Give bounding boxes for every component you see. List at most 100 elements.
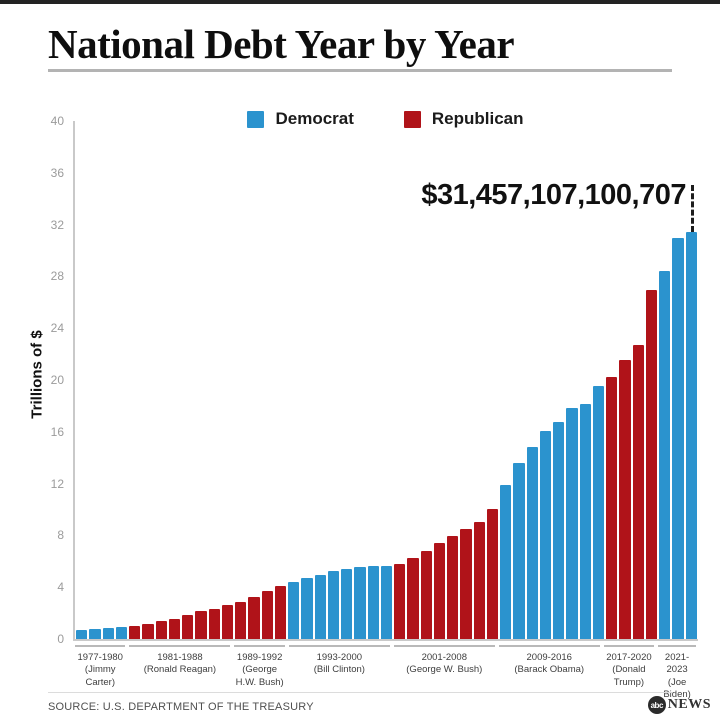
republican-swatch — [403, 110, 421, 128]
bar-1999 — [367, 565, 379, 639]
y-tick-12: 12 — [50, 476, 64, 491]
x-group-president: (George H.W. Bush) — [235, 664, 284, 688]
y-tick-24: 24 — [50, 321, 64, 336]
y-tick-8: 8 — [57, 528, 64, 543]
bar-2011 — [526, 447, 538, 639]
bar-1989 — [235, 601, 247, 639]
bar-2007 — [473, 522, 485, 639]
x-group-president: (Joe Biden) — [663, 676, 691, 701]
x-group-president: (Ronald Reagan) — [143, 664, 217, 676]
x-group-1977-1980: 1977-1980 (Jimmy Carter) — [75, 645, 126, 701]
top-border — [0, 0, 720, 4]
bar-2015 — [579, 403, 591, 639]
democrat-swatch — [247, 110, 265, 128]
x-group-years: 2017-2020 — [606, 652, 652, 663]
source-text: SOURCE: U.S. DEPARTMENT OF THE TREASURY — [48, 701, 314, 713]
x-group-2001-2008: 2001-2008 (George W. Bush) — [393, 645, 495, 701]
bar-1996 — [327, 571, 339, 639]
bar-2005 — [447, 536, 459, 639]
legend-label-republican: Republican — [431, 109, 524, 128]
x-group-president: (Barack Obama) — [514, 664, 585, 676]
bar-1997 — [341, 568, 353, 639]
bar-1978 — [89, 629, 101, 639]
bar-2017 — [606, 376, 618, 639]
bars — [75, 121, 698, 639]
abc-news-wordmark: NEWS — [667, 697, 711, 712]
x-axis-groups: 1977-1980 (Jimmy Carter) 1981-1988 (Ronald … — [73, 645, 698, 701]
bar-1983 — [155, 621, 167, 639]
legend-item-democrat: Democrat — [247, 109, 354, 129]
bar-2001 — [394, 563, 406, 639]
bar-2014 — [566, 408, 578, 639]
y-axis-ticks: 0 4 8 12 16 20 24 28 32 36 40 — [35, 115, 75, 645]
x-group-years: 1977-1980 — [77, 652, 123, 663]
y-tick-0: 0 — [57, 632, 64, 646]
title-divider — [48, 69, 672, 72]
footer-divider — [48, 692, 672, 693]
bar-2009 — [500, 484, 512, 639]
bar-1990 — [248, 597, 260, 639]
bar-2004 — [433, 543, 445, 639]
x-group-2009-2016: 2009-2016 (Barack Obama) — [498, 645, 600, 701]
abc-news-logo: abc NEWS — [647, 696, 711, 714]
x-group-1993-2000: 1993-2000 (Bill Clinton) — [288, 645, 390, 701]
bar-1985 — [182, 615, 194, 639]
y-tick-28: 28 — [50, 269, 64, 284]
bar-1977 — [76, 629, 88, 639]
bar-2006 — [460, 528, 472, 639]
bar-1998 — [354, 567, 366, 639]
x-group-president: (George W. Bush) — [406, 664, 483, 676]
y-tick-36: 36 — [50, 165, 64, 180]
bar-1992 — [274, 586, 286, 639]
bar-2019 — [632, 344, 644, 639]
bar-2002 — [407, 558, 419, 639]
plot-area: 0 4 8 12 16 20 24 28 32 36 40 $31,457,107,100,707 — [51, 115, 698, 645]
page-title: National Debt Year by Year — [48, 21, 515, 67]
bar-1980 — [115, 627, 127, 639]
x-group-years: 2009-2016 — [526, 652, 572, 663]
x-group-years: 1989-1992 — [236, 652, 283, 663]
bar-2016 — [592, 385, 604, 639]
x-group-2017-2020: 2017-2020 (Donald Trump) — [603, 645, 655, 701]
y-tick-16: 16 — [50, 424, 64, 439]
bar-1994 — [301, 578, 313, 639]
bar-2000 — [380, 565, 392, 639]
debt-annotation: $31,457,107,100,707 — [421, 179, 686, 211]
bar-2023 — [685, 231, 697, 639]
x-group-years: 1993-2000 — [316, 652, 363, 663]
bar-2012 — [539, 430, 551, 639]
bar-1979 — [102, 628, 114, 639]
bar-1988 — [221, 605, 233, 639]
bar-2008 — [486, 509, 498, 639]
x-group-1981-1988: 1981-1988 (Ronald Reagan) — [129, 645, 231, 701]
bar-1984 — [168, 618, 180, 639]
y-tick-20: 20 — [50, 373, 64, 387]
x-group-1989-1992: 1989-1992 (George H.W. Bush) — [234, 645, 285, 701]
bar-1993 — [288, 581, 300, 639]
bar-2018 — [619, 360, 631, 639]
x-group-president: (Donald Trump) — [612, 664, 646, 688]
bar-1982 — [142, 624, 154, 639]
y-tick-4: 4 — [57, 580, 64, 595]
bar-1995 — [314, 574, 326, 639]
bar-2013 — [553, 422, 565, 639]
legend-item-republican: Republican — [403, 109, 524, 129]
x-group-years: 2021-2023 — [664, 652, 690, 676]
x-group-president: (Bill Clinton) — [313, 664, 365, 676]
bar-1991 — [261, 591, 273, 639]
bar-1987 — [208, 608, 220, 639]
x-group-president: (Jimmy Carter) — [84, 664, 116, 688]
annotation-pointer-line — [691, 185, 694, 232]
bar-2020 — [645, 290, 657, 639]
y-tick-40: 40 — [50, 114, 64, 128]
x-group-years: 2001-2008 — [421, 652, 467, 663]
bar-2003 — [420, 551, 432, 639]
x-group-2021-2023: 2021-2023 (Joe Biden) — [658, 645, 696, 701]
bar-1981 — [129, 626, 141, 639]
bar-2010 — [513, 463, 525, 639]
bar-2022 — [672, 238, 684, 639]
abc-logo-icon: abc — [647, 696, 666, 714]
x-group-years: 1981-1988 — [157, 652, 203, 663]
legend: Democrat Republican — [73, 109, 698, 129]
